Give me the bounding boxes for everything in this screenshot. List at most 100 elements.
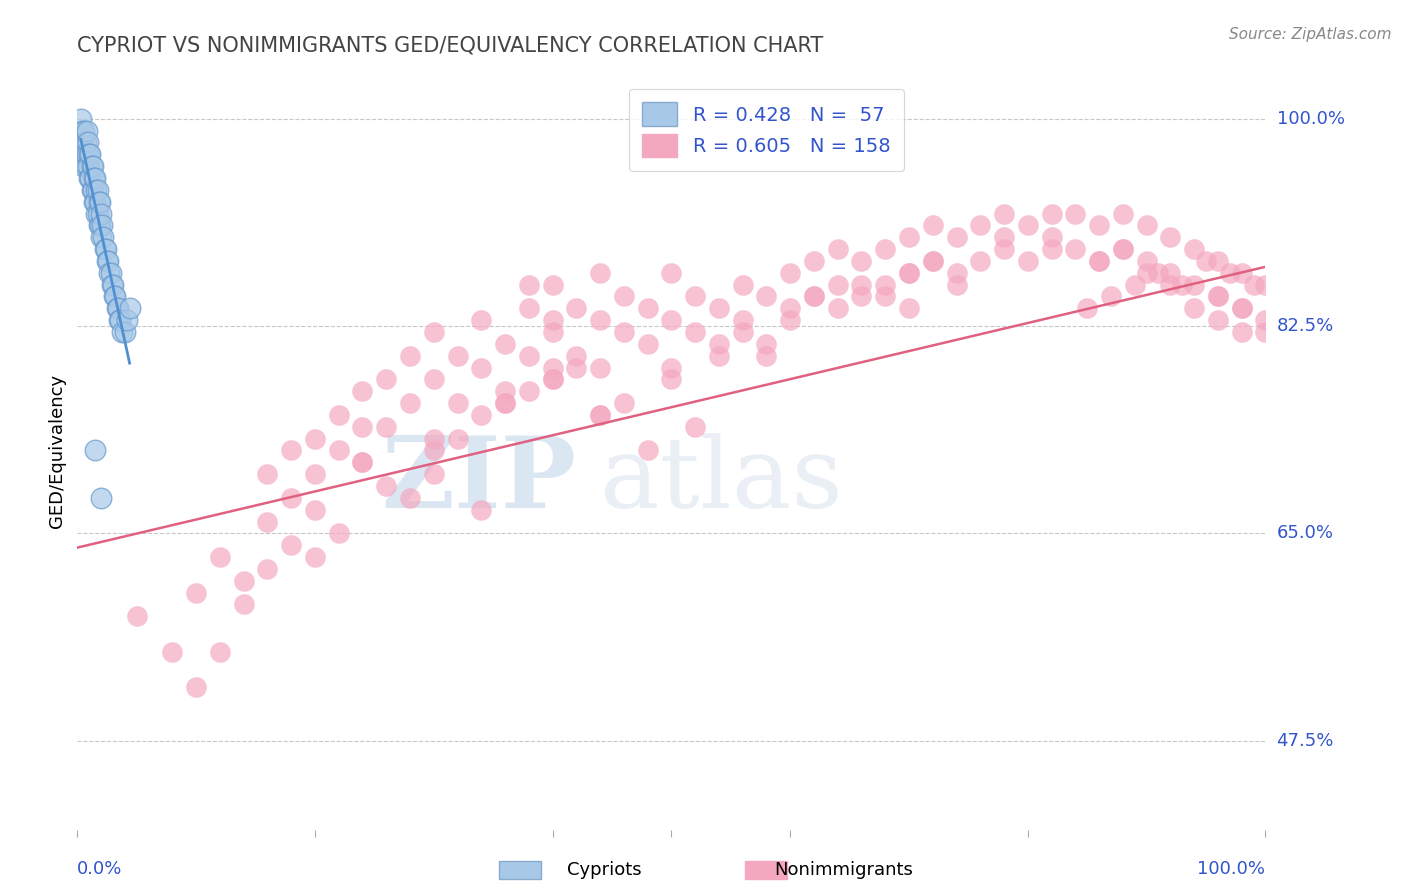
- Point: [84, 171, 107, 186]
- Point: [470, 408, 492, 422]
- Point: [921, 253, 943, 268]
- Point: [186, 681, 208, 695]
- Point: [104, 289, 127, 303]
- Point: [82, 159, 104, 173]
- Point: [993, 230, 1015, 244]
- Point: [755, 349, 778, 363]
- Point: [494, 396, 516, 410]
- Point: [969, 219, 991, 233]
- Point: [232, 598, 254, 612]
- Point: [280, 491, 302, 505]
- Point: [683, 325, 706, 339]
- Point: [304, 502, 326, 516]
- Point: [494, 336, 516, 351]
- Point: [875, 289, 897, 303]
- Point: [375, 372, 398, 386]
- Point: [72, 159, 94, 173]
- Point: [589, 408, 612, 422]
- FancyBboxPatch shape: [745, 861, 787, 879]
- Point: [208, 645, 231, 659]
- Point: [352, 419, 374, 434]
- Point: [280, 538, 302, 552]
- Point: [969, 253, 991, 268]
- Point: [84, 443, 107, 458]
- Point: [256, 562, 278, 576]
- Point: [77, 136, 100, 150]
- Point: [827, 277, 849, 292]
- Point: [107, 301, 129, 316]
- Point: [1064, 242, 1087, 256]
- Point: [589, 313, 612, 327]
- Point: [86, 206, 108, 220]
- Point: [73, 123, 96, 137]
- Point: [89, 219, 111, 233]
- Point: [1159, 230, 1181, 244]
- Point: [79, 171, 101, 186]
- Point: [921, 219, 943, 233]
- Point: [1088, 219, 1111, 233]
- Point: [779, 301, 801, 316]
- Point: [103, 289, 125, 303]
- Point: [375, 419, 398, 434]
- Point: [661, 372, 683, 386]
- Point: [73, 147, 96, 161]
- Point: [399, 491, 422, 505]
- Point: [1230, 301, 1253, 316]
- Point: [352, 384, 374, 399]
- Point: [1017, 253, 1039, 268]
- Point: [1182, 242, 1205, 256]
- Point: [108, 313, 131, 327]
- Point: [898, 266, 921, 280]
- Point: [1206, 313, 1229, 327]
- Point: [637, 336, 659, 351]
- Point: [186, 585, 208, 599]
- Text: 100.0%: 100.0%: [1198, 860, 1265, 878]
- Point: [1064, 206, 1087, 220]
- Point: [470, 360, 492, 375]
- Point: [898, 301, 921, 316]
- Point: [517, 384, 540, 399]
- Point: [352, 455, 374, 469]
- Point: [541, 313, 564, 327]
- Point: [1206, 289, 1229, 303]
- Point: [423, 372, 446, 386]
- Point: [731, 277, 754, 292]
- Point: [94, 242, 117, 256]
- Point: [1219, 266, 1241, 280]
- Point: [1195, 253, 1218, 268]
- Point: [661, 266, 683, 280]
- Text: 82.5%: 82.5%: [1277, 317, 1334, 335]
- Point: [91, 219, 114, 233]
- Point: [494, 384, 516, 399]
- Point: [613, 289, 636, 303]
- Point: [70, 123, 93, 137]
- Point: [90, 230, 112, 244]
- Point: [851, 253, 873, 268]
- Point: [945, 230, 967, 244]
- Point: [541, 372, 564, 386]
- Point: [1171, 277, 1194, 292]
- Point: [77, 171, 100, 186]
- Point: [1159, 277, 1181, 292]
- Point: [707, 336, 730, 351]
- Point: [1040, 206, 1063, 220]
- Point: [1136, 253, 1159, 268]
- Point: [86, 206, 108, 220]
- Point: [328, 408, 350, 422]
- Point: [1254, 277, 1277, 292]
- Point: [77, 147, 100, 161]
- Point: [731, 325, 754, 339]
- Point: [423, 467, 446, 482]
- Point: [375, 479, 398, 493]
- Point: [565, 349, 588, 363]
- Point: [1230, 266, 1253, 280]
- Y-axis label: GED/Equivalency: GED/Equivalency: [48, 374, 66, 527]
- Point: [90, 491, 112, 505]
- Point: [589, 360, 612, 375]
- Point: [115, 313, 138, 327]
- Point: [328, 526, 350, 541]
- Point: [1243, 277, 1265, 292]
- Text: ZIP: ZIP: [381, 433, 576, 529]
- Point: [1230, 301, 1253, 316]
- Point: [661, 313, 683, 327]
